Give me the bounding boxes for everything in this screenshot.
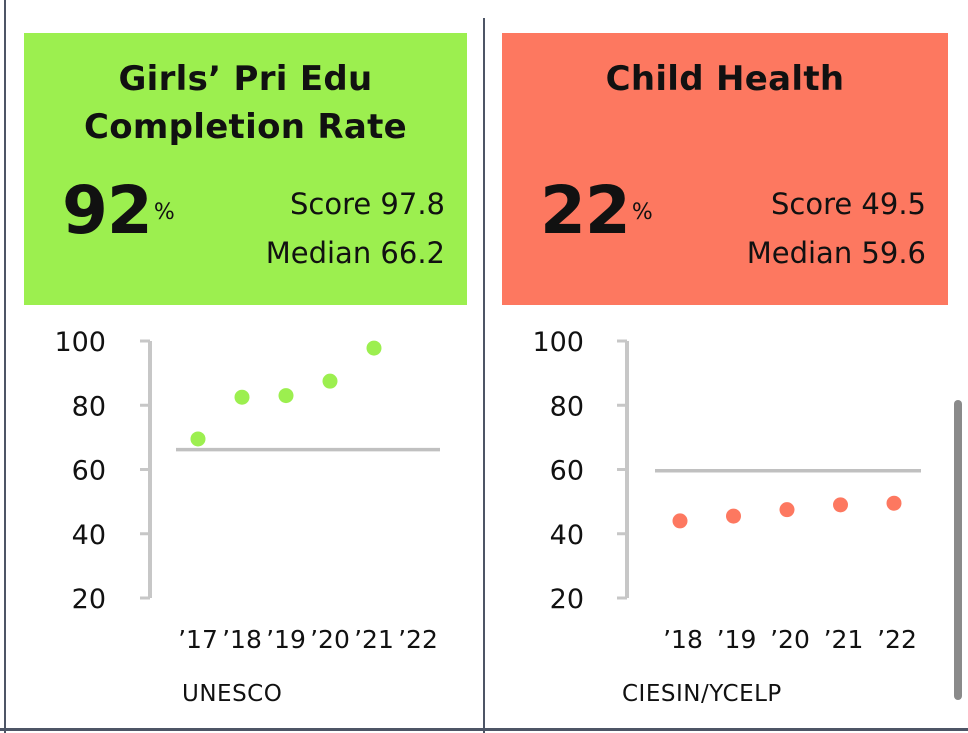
- y-tick-label: 20: [72, 584, 106, 615]
- data-point: [190, 431, 206, 447]
- data-point: [886, 495, 902, 511]
- card-title: Girls’ Pri Edu Completion Rate: [24, 55, 467, 151]
- data-point: [366, 340, 382, 356]
- health-card: Child Health 22% Score 49.5 Median 59.6 …: [484, 0, 968, 733]
- x-tick-label: ’22: [877, 625, 917, 654]
- data-point: [234, 389, 250, 405]
- percent-sign: %: [153, 200, 175, 225]
- x-tick-label: ’18: [222, 625, 262, 654]
- data-point: [833, 497, 848, 513]
- big-number: 22: [540, 172, 631, 249]
- data-point: [278, 388, 294, 404]
- source-label: CIESIN/YCELP: [622, 681, 782, 707]
- y-tick-label: 60: [72, 456, 106, 487]
- x-tick-label: ’21: [824, 625, 864, 654]
- frame-divider: [483, 18, 485, 733]
- card-title: Child Health: [502, 55, 948, 103]
- y-tick-label: 60: [550, 456, 584, 487]
- scrollbar[interactable]: [954, 400, 962, 700]
- big-percent-value: 92%: [62, 178, 175, 244]
- x-tick-label: ’22: [398, 625, 438, 654]
- title-line-2: Completion Rate: [83, 107, 408, 147]
- data-point: [322, 373, 338, 389]
- title-line-1: Girls’ Pri Edu: [118, 59, 373, 99]
- x-tick-label: ’21: [354, 625, 394, 654]
- y-tick-label: 100: [54, 327, 106, 358]
- x-tick-label: ’17: [178, 625, 218, 654]
- health-chart: 100 80 60 40 20 ’18 ’19 ’20 ’21 ’22: [532, 327, 921, 654]
- education-chart: 100 80 60 40 20 ’17’18’19’20’21’22: [54, 327, 440, 654]
- y-tick-label: 80: [550, 391, 584, 422]
- x-tick-label: ’20: [310, 625, 350, 654]
- y-tick-label: 40: [550, 520, 584, 551]
- y-tick-label: 100: [532, 327, 584, 358]
- y-tick-label: 80: [72, 391, 106, 422]
- big-number: 92: [62, 172, 153, 249]
- x-tick-label: ’20: [770, 625, 810, 654]
- data-point: [726, 508, 741, 524]
- source-label: UNESCO: [182, 681, 283, 707]
- data-point: [779, 502, 795, 518]
- y-tick-label: 20: [550, 584, 584, 615]
- x-tick-label: ’18: [663, 625, 703, 654]
- percent-sign: %: [631, 200, 653, 225]
- health-header: Child Health 22% Score 49.5 Median 59.6: [502, 33, 948, 305]
- education-card: Girls’ Pri Edu Completion Rate 92% Score…: [24, 33, 467, 707]
- big-percent-value: 22%: [540, 178, 653, 244]
- median-text: Median 59.6: [746, 236, 926, 270]
- score-text: Score 97.8: [289, 187, 445, 221]
- data-point: [672, 513, 688, 529]
- frame-left-border: [4, 0, 6, 733]
- title-line-1: Child Health: [605, 59, 845, 99]
- x-tick-label: ’19: [266, 625, 306, 654]
- median-text: Median 66.2: [265, 236, 445, 270]
- y-tick-label: 40: [72, 520, 106, 551]
- score-text: Score 49.5: [770, 187, 926, 221]
- x-tick-label: ’19: [717, 625, 757, 654]
- education-header: Girls’ Pri Edu Completion Rate 92% Score…: [24, 33, 467, 305]
- frame-bottom-border: [0, 728, 968, 731]
